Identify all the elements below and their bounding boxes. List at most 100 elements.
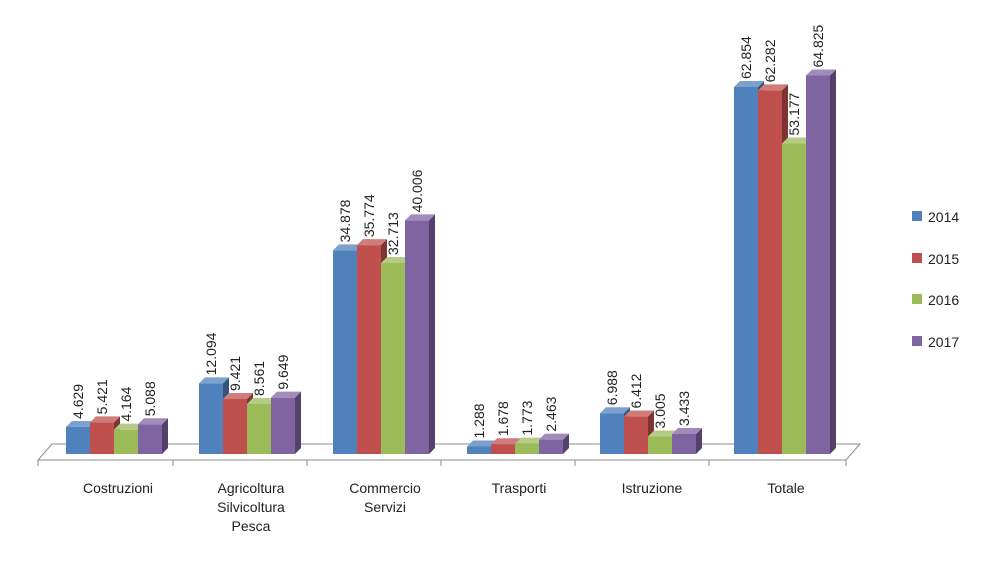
value-label: 1.288 <box>471 403 487 438</box>
value-label: 6.412 <box>628 373 644 408</box>
category-label: Istruzione <box>622 480 683 496</box>
value-label: 12.094 <box>203 332 219 375</box>
bar-top-face <box>758 84 788 91</box>
bar-front-face <box>357 245 381 454</box>
bar-2017 <box>672 427 702 454</box>
bar-top-face <box>600 407 630 414</box>
value-label: 8.561 <box>251 361 267 396</box>
value-label: 6.988 <box>604 370 620 405</box>
legend-swatch <box>912 294 922 304</box>
value-label: 1.678 <box>495 401 511 436</box>
bar-2015 <box>624 410 654 454</box>
bar-front-face <box>539 439 563 454</box>
legend-swatch <box>912 253 922 263</box>
value-label: 5.088 <box>142 381 158 416</box>
bar-front-face <box>138 424 162 454</box>
value-label: 1.773 <box>519 400 535 435</box>
bar-front-face <box>648 436 672 454</box>
bar-front-face <box>734 87 758 454</box>
value-label: 3.433 <box>676 391 692 426</box>
value-label: 9.649 <box>275 354 291 389</box>
bar-top-face <box>405 214 435 221</box>
bar-top-face <box>467 440 497 447</box>
bar-top-face <box>624 410 654 417</box>
bar-front-face <box>624 416 648 454</box>
bar-front-face <box>515 443 539 454</box>
value-label: 9.421 <box>227 356 243 391</box>
bar-front-face <box>672 433 696 454</box>
bar-front-face <box>782 143 806 455</box>
bar-top-face <box>782 137 812 144</box>
bar-top-face <box>333 244 363 251</box>
value-labels-group: 4.629 5.421 4.164 5.088 12.094 9.421 8.561 9.64… <box>70 24 826 438</box>
value-label: 53.177 <box>786 92 802 135</box>
value-label: 3.005 <box>652 393 668 428</box>
bar-top-face <box>357 239 387 246</box>
bar-front-face <box>199 383 223 454</box>
legend-label: 2015 <box>928 251 959 267</box>
bar-top-face <box>114 423 144 430</box>
value-label: 4.164 <box>118 386 134 421</box>
bar-side-face <box>696 427 702 454</box>
category-label: Totale <box>767 480 805 496</box>
value-label: 62.854 <box>738 36 754 79</box>
category-labels-group: Costruzioni Agricoltura Silvicoltura Pesca C… <box>83 480 805 534</box>
bar-front-face <box>90 422 114 454</box>
legend-label: 2016 <box>928 292 959 308</box>
bar-top-face <box>223 392 253 399</box>
bar-top-face <box>672 427 702 434</box>
bar-side-face <box>563 433 569 454</box>
legend-swatch <box>912 211 922 221</box>
bar-top-face <box>734 81 764 87</box>
bar-top-face <box>90 416 120 423</box>
bar-side-face <box>429 214 435 454</box>
legend-label: 2014 <box>928 209 959 225</box>
bar-front-face <box>491 444 515 454</box>
bar-top-face <box>806 69 836 76</box>
bar-side-face <box>162 418 168 454</box>
value-label: 5.421 <box>94 379 110 414</box>
bar-top-face <box>199 377 229 384</box>
bar-top-face <box>539 433 569 440</box>
bar-front-face <box>405 220 429 454</box>
bar-2017 <box>138 418 168 454</box>
bar-top-face <box>138 418 168 425</box>
value-label: 4.629 <box>70 384 86 419</box>
bar-front-face <box>381 262 405 454</box>
legend-item-2014: 2014 <box>912 209 959 225</box>
category-label: Costruzioni <box>83 480 153 496</box>
value-label: 40.006 <box>409 169 425 212</box>
bar-top-face <box>515 437 545 444</box>
bar-front-face <box>223 398 247 454</box>
bar-top-face <box>648 430 678 437</box>
legend-item-2017: 2017 <box>912 334 959 350</box>
category-label: Agricoltura Silvicoltura Pesca <box>217 480 285 534</box>
bar-front-face <box>467 446 491 454</box>
legend: 2014 2015 2016 2017 <box>912 209 959 350</box>
bar-top-face <box>491 438 521 445</box>
bar-top-face <box>247 398 277 405</box>
category-label: Trasporti <box>492 480 547 496</box>
value-label: 34.878 <box>337 199 353 242</box>
category-label: Commercio Servizi <box>349 480 421 515</box>
value-label: 62.282 <box>762 39 778 82</box>
bar-side-face <box>830 69 836 455</box>
legend-label: 2017 <box>928 334 959 350</box>
bar-top-face <box>66 420 96 427</box>
bar-front-face <box>806 75 830 455</box>
bar-2017 <box>806 69 836 455</box>
legend-item-2016: 2016 <box>912 292 959 308</box>
bar-top-face <box>381 256 411 263</box>
bar-front-face <box>271 397 295 454</box>
bar-side-face <box>295 391 301 454</box>
bar-front-face <box>758 90 782 454</box>
legend-item-2015: 2015 <box>912 251 959 267</box>
bar-2017 <box>539 433 569 454</box>
value-label: 35.774 <box>361 194 377 237</box>
value-label: 32.713 <box>385 212 401 255</box>
value-label: 2.463 <box>543 396 559 431</box>
value-label: 64.825 <box>810 24 826 67</box>
bar-front-face <box>333 250 357 454</box>
legend-swatch <box>912 336 922 346</box>
